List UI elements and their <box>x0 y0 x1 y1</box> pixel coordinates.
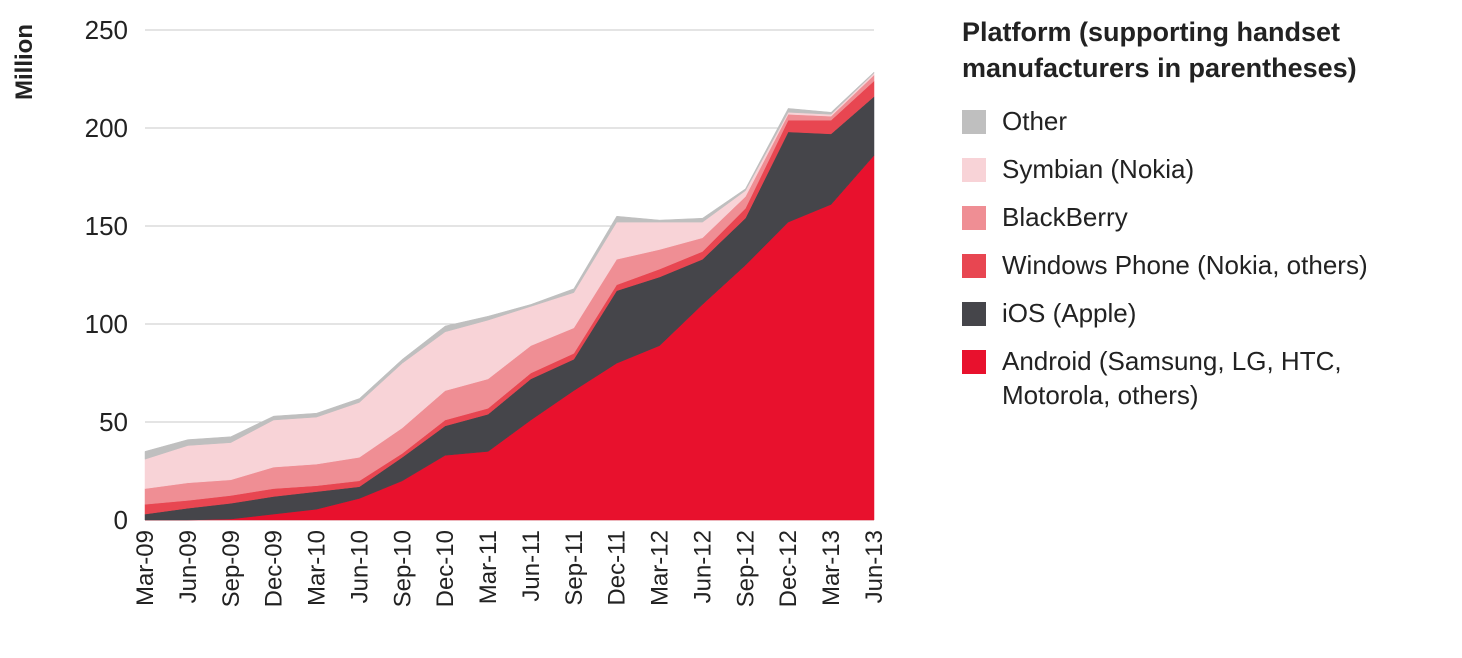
area-series <box>144 71 875 521</box>
x-tick-label: Jun-13 <box>861 530 888 603</box>
x-tick-label: Dec-11 <box>604 530 631 606</box>
x-tick-label: Mar-13 <box>818 530 845 606</box>
y-tick-label: 100 <box>85 309 128 339</box>
y-tick-label: 150 <box>85 211 128 241</box>
x-tick-labels: Mar-09 Jun-09 Sep-09 Dec-09 Mar-10 Jun-10 Sep-… <box>132 530 888 607</box>
legend-swatch <box>962 350 986 374</box>
y-tick-label: 200 <box>85 113 128 143</box>
x-tick-label: Dec-12 <box>775 530 802 607</box>
x-tick-label: Jun-12 <box>689 530 716 603</box>
legend-item: Symbian (Nokia) <box>962 152 1457 186</box>
legend-swatch <box>962 206 986 230</box>
legend-label: Windows Phone (Nokia, others) <box>1002 250 1368 280</box>
legend: Platform (supporting handset manufacture… <box>962 14 1457 426</box>
legend-swatch <box>962 110 986 134</box>
legend-item: Android (Samsung, LG, HTC, Motorola, oth… <box>962 344 1457 412</box>
x-tick-label: Mar-12 <box>647 530 674 606</box>
legend-label: BlackBerry <box>1002 202 1128 232</box>
x-tick-label: Sep-11 <box>561 530 588 606</box>
x-tick-label: Sep-10 <box>389 530 416 607</box>
legend-item: iOS (Apple) <box>962 296 1457 330</box>
y-tick-label: 250 <box>85 15 128 45</box>
legend-swatch <box>962 254 986 278</box>
legend-label: iOS (Apple) <box>1002 298 1137 328</box>
legend-swatch <box>962 302 986 326</box>
y-tick-label: 0 <box>114 505 128 535</box>
legend-title: Platform (supporting handset manufacture… <box>962 17 1357 83</box>
x-tick-label: Jun-11 <box>518 530 545 602</box>
y-tick-labels: 0 50 100 150 200 250 <box>85 15 128 535</box>
legend-item: Windows Phone (Nokia, others) <box>962 248 1457 282</box>
x-tick-label: Dec-09 <box>261 530 288 607</box>
x-tick-label: Mar-11 <box>475 530 502 604</box>
legend-item: BlackBerry <box>962 200 1457 234</box>
x-tick-label: Jun-09 <box>175 530 202 603</box>
x-tick-label: Dec-10 <box>432 530 459 607</box>
x-tick-label: Sep-12 <box>732 530 759 607</box>
legend-items: Other Symbian (Nokia) BlackBerry Windows Ph… <box>962 104 1457 412</box>
y-axis-label: Million <box>11 24 38 100</box>
legend-label: Android (Samsung, LG, HTC, Motorola, oth… <box>1002 346 1342 410</box>
x-tick-label: Mar-09 <box>132 530 159 606</box>
x-tick-label: Jun-10 <box>346 530 373 603</box>
x-tick-label: Sep-09 <box>218 530 245 607</box>
legend-item: Other <box>962 104 1457 138</box>
x-tick-label: Mar-10 <box>304 530 331 606</box>
area-series-5 <box>144 71 875 460</box>
y-tick-label: 50 <box>99 407 128 437</box>
stacked-area-chart: 0 50 100 150 200 250 Mar-09 Jun-09 Sep-09 Dec-09… <box>11 15 888 607</box>
legend-label: Other <box>1002 106 1068 136</box>
legend-swatch <box>962 158 986 182</box>
legend-label: Symbian (Nokia) <box>1002 154 1195 184</box>
